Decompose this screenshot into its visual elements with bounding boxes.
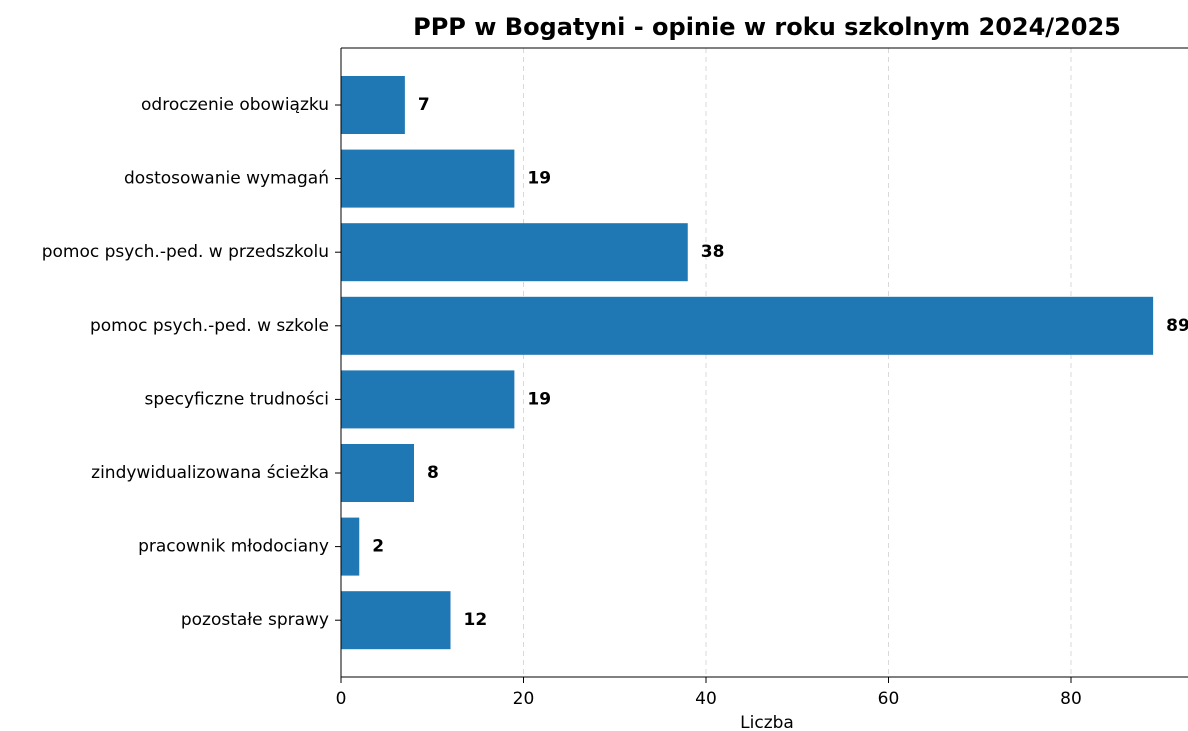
bar — [341, 76, 405, 134]
x-tick-label: 40 — [695, 689, 717, 709]
value-label: 19 — [527, 169, 551, 189]
y-tick-label: odroczenie obowiązku — [141, 95, 329, 115]
y-tick-label: pracownik młodociany — [138, 537, 329, 557]
value-label: 89 — [1166, 316, 1188, 336]
y-tick-label: specyficzne trudności — [145, 389, 329, 409]
value-label: 12 — [464, 610, 488, 630]
y-tick-label: pomoc psych.-ped. w przedszkolu — [42, 242, 329, 262]
value-label: 7 — [418, 95, 430, 115]
y-tick-label: pomoc psych.-ped. w szkole — [90, 316, 329, 336]
y-tick-label: dostosowanie wymagań — [124, 169, 329, 189]
x-tick-label: 0 — [336, 689, 347, 709]
value-label: 2 — [372, 537, 384, 557]
chart-title: PPP w Bogatyni - opinie w roku szkolnym … — [413, 13, 1121, 41]
bar — [341, 296, 1154, 355]
y-tick-label: zindywidualizowana ścieżka — [91, 463, 329, 483]
bar — [341, 370, 515, 429]
x-tick-label: 60 — [878, 689, 900, 709]
x-tick-label: 80 — [1060, 689, 1082, 709]
bar — [341, 517, 360, 576]
x-axis-label: Liczba — [740, 713, 794, 731]
bar — [341, 591, 451, 650]
value-label: 19 — [527, 389, 551, 409]
x-tick-label: 20 — [513, 689, 535, 709]
y-tick-label: pozostałe sprawy — [181, 610, 329, 630]
bar — [341, 149, 515, 208]
value-label: 8 — [427, 463, 439, 483]
bar — [341, 444, 414, 502]
bar — [341, 223, 688, 282]
value-label: 38 — [701, 242, 725, 262]
